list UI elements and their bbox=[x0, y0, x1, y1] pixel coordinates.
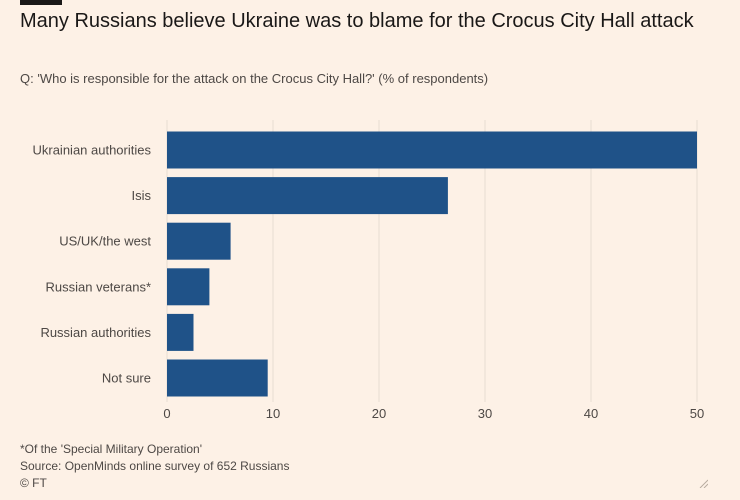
bars bbox=[167, 131, 697, 397]
category-label: Ukrainian authorities bbox=[32, 143, 151, 158]
category-label: Not sure bbox=[102, 371, 151, 386]
footnote: *Of the 'Special Military Operation' bbox=[20, 442, 202, 456]
x-tick-label: 20 bbox=[372, 406, 386, 421]
x-axis-ticks: 0 10 20 30 40 50 bbox=[163, 406, 704, 421]
category-label: Isis bbox=[132, 188, 152, 203]
category-label: US/UK/the west bbox=[59, 234, 151, 249]
category-labels: Ukrainian authorities Isis US/UK/the west R… bbox=[32, 143, 151, 386]
brand-rule bbox=[20, 0, 62, 5]
footnotes: *Of the 'Special Military Operation' Sou… bbox=[20, 441, 289, 492]
source-note: Source: OpenMinds online survey of 652 R… bbox=[20, 459, 290, 473]
bar bbox=[167, 131, 697, 169]
category-label: Russian veterans* bbox=[46, 279, 152, 294]
x-tick-label: 0 bbox=[163, 406, 170, 421]
x-tick-label: 10 bbox=[266, 406, 280, 421]
copyright-credit: © FT bbox=[20, 476, 47, 490]
category-label: Russian authorities bbox=[40, 325, 151, 340]
bar bbox=[167, 222, 231, 260]
x-tick-label: 50 bbox=[690, 406, 704, 421]
bar bbox=[167, 177, 448, 215]
x-tick-label: 30 bbox=[478, 406, 492, 421]
bar-chart: Ukrainian authorities Isis US/UK/the west R… bbox=[32, 120, 704, 421]
bar bbox=[167, 359, 268, 397]
bar bbox=[167, 268, 210, 306]
chart-subtitle: Q: 'Who is responsible for the attack on… bbox=[20, 71, 489, 86]
bar bbox=[167, 313, 194, 351]
chart-title: Many Russians believe Ukraine was to bla… bbox=[20, 10, 694, 32]
x-tick-label: 40 bbox=[584, 406, 598, 421]
resize-handle-icon[interactable] bbox=[698, 478, 708, 488]
